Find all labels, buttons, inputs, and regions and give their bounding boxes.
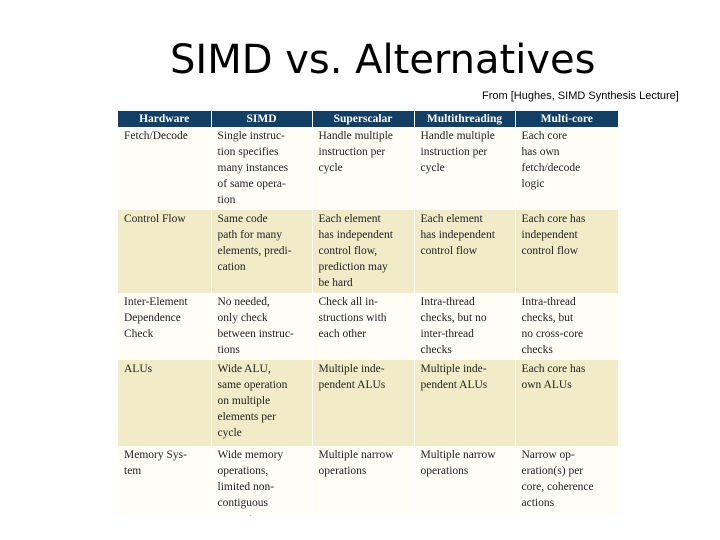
cell-text: Each core has own fetch/decode logic bbox=[521, 130, 581, 190]
header-multicore: Multi-core bbox=[515, 111, 618, 127]
cell-text: Intra-thread checks, but no inter-thread… bbox=[420, 296, 487, 356]
cell-text: Single instruc- tion specifies many inst… bbox=[217, 130, 289, 206]
table-cell: Multiple inde- pendent ALUs bbox=[312, 360, 415, 446]
table-row-alus: ALUs Wide ALU, same operation on multipl… bbox=[118, 360, 618, 446]
table-row-inter-element: Inter-Element Dependence Check No needed… bbox=[118, 293, 618, 360]
table-cell: Each core has own fetch/decode logic bbox=[515, 127, 618, 210]
cell-text: Each element has independent control flo… bbox=[420, 213, 495, 257]
cell-text: Same code path for many elements, predi-… bbox=[217, 213, 292, 273]
table-cell: Fetch/Decode bbox=[118, 127, 212, 210]
cell-text: Check all in- structions with each other bbox=[318, 296, 387, 340]
table-cell: Inter-Element Dependence Check bbox=[118, 293, 212, 360]
table-cell: Each element has independent control flo… bbox=[414, 210, 516, 293]
table-cell: Handle multiple instruction per cycle bbox=[312, 127, 415, 210]
table-row-fetch-decode: Fetch/Decode Single instruc- tion specif… bbox=[118, 127, 618, 210]
header-hardware: Hardware bbox=[118, 111, 212, 127]
table-cell: Intra-thread checks, but no cross-core c… bbox=[515, 293, 618, 360]
cell-text: Wide memory operations, limited non- con… bbox=[217, 449, 284, 516]
table-row-memory-system: Memory Sys- tem Wide memory operations, … bbox=[118, 446, 618, 516]
cell-text: Inter-Element Dependence Check bbox=[124, 296, 188, 340]
comparison-table: Hardware SIMD Superscalar Multithreading… bbox=[118, 111, 618, 516]
table-cell: Each core has independent control flow bbox=[515, 210, 618, 293]
header-superscalar: Superscalar bbox=[312, 111, 415, 127]
cell-text: Each element has independent control flo… bbox=[318, 213, 393, 289]
source-citation: From [Hughes, SIMD Synthesis Lecture] bbox=[482, 90, 679, 102]
table-cell: Narrow op- eration(s) per core, coherenc… bbox=[515, 446, 618, 516]
table-cell: Intra-thread checks, but no inter-thread… bbox=[414, 293, 516, 360]
cell-text: Handle multiple instruction per cycle bbox=[420, 130, 495, 174]
table-row-control-flow: Control Flow Same code path for many ele… bbox=[118, 210, 618, 293]
cell-text: Wide ALU, same operation on multiple ele… bbox=[217, 363, 288, 439]
table-cell: Wide memory operations, limited non- con… bbox=[211, 446, 313, 516]
table-cell: Multiple narrow operations bbox=[414, 446, 516, 516]
cell-text: ALUs bbox=[124, 363, 153, 375]
cell-text: Each core has own ALUs bbox=[521, 363, 586, 391]
cell-text: Handle multiple instruction per cycle bbox=[318, 130, 393, 174]
cell-text: Multiple narrow operations bbox=[318, 449, 394, 477]
cell-text: Multiple narrow operations bbox=[420, 449, 496, 477]
table-cell: ALUs bbox=[118, 360, 212, 446]
table-cell: Control Flow bbox=[118, 210, 212, 293]
header-multithreading: Multithreading bbox=[414, 111, 516, 127]
table-cell: Same code path for many elements, predi-… bbox=[211, 210, 313, 293]
cell-text: Intra-thread checks, but no cross-core c… bbox=[521, 296, 584, 356]
cell-text: Multiple inde- pendent ALUs bbox=[420, 363, 488, 391]
table-cell: Multiple inde- pendent ALUs bbox=[414, 360, 516, 446]
slide-title: SIMD vs. Alternatives bbox=[170, 37, 596, 83]
table-cell: Handle multiple instruction per cycle bbox=[414, 127, 516, 210]
cell-text: No needed, only check between instruc- t… bbox=[217, 296, 294, 356]
header-simd: SIMD bbox=[211, 111, 313, 127]
comparison-table-container: Hardware SIMD Superscalar Multithreading… bbox=[118, 111, 618, 516]
table-cell: Each core has own ALUs bbox=[515, 360, 618, 446]
table-cell: Multiple narrow operations bbox=[312, 446, 415, 516]
cell-text: Each core has independent control flow bbox=[521, 213, 586, 257]
cell-text: Narrow op- eration(s) per core, coherenc… bbox=[521, 449, 594, 509]
table-cell: Each element has independent control flo… bbox=[312, 210, 415, 293]
table-cell: Check all in- structions with each other bbox=[312, 293, 415, 360]
table-header-row: Hardware SIMD Superscalar Multithreading… bbox=[118, 111, 618, 127]
cell-text: Fetch/Decode bbox=[124, 130, 188, 142]
table-cell: Wide ALU, same operation on multiple ele… bbox=[211, 360, 313, 446]
table-cell: Memory Sys- tem bbox=[118, 446, 212, 516]
cell-text: Memory Sys- tem bbox=[124, 449, 187, 477]
cell-text: Control Flow bbox=[124, 213, 186, 225]
table-cell: No needed, only check between instruc- t… bbox=[211, 293, 313, 360]
cell-text: Multiple inde- pendent ALUs bbox=[318, 363, 386, 391]
table-cell: Single instruc- tion specifies many inst… bbox=[211, 127, 313, 210]
